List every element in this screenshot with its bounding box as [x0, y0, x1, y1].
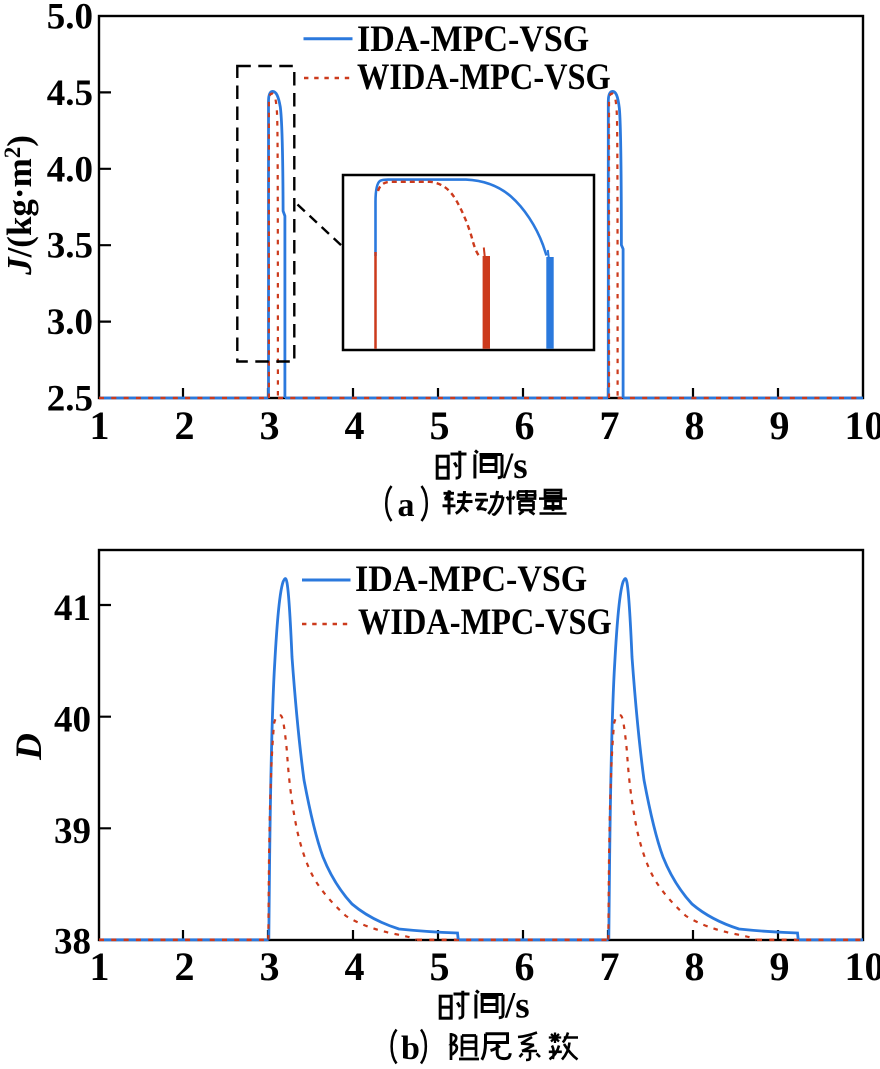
svg-text:3: 3	[260, 944, 280, 989]
svg-text:4.0: 4.0	[47, 149, 93, 190]
svg-text:5.0: 5.0	[47, 0, 93, 38]
svg-text:7: 7	[600, 403, 620, 448]
svg-text:b: b	[401, 1030, 420, 1067]
svg-text:1: 1	[90, 944, 110, 989]
svg-text:8: 8	[685, 403, 705, 448]
svg-text:a: a	[398, 487, 415, 524]
svg-text:9: 9	[770, 944, 790, 989]
svg-text:D: D	[9, 733, 50, 761]
svg-text:1: 1	[90, 403, 110, 448]
svg-text:WIDA-MPC-VSG: WIDA-MPC-VSG	[358, 601, 612, 643]
svg-text:3: 3	[260, 403, 280, 448]
svg-text:39: 39	[54, 811, 91, 852]
svg-text:5: 5	[430, 403, 450, 448]
svg-text:4: 4	[345, 944, 365, 989]
svg-text:4.5: 4.5	[47, 73, 93, 114]
svg-text:3.0: 3.0	[47, 302, 93, 343]
svg-text:/s: /s	[502, 446, 528, 487]
svg-text:6: 6	[515, 944, 535, 989]
svg-text:2: 2	[175, 944, 195, 989]
svg-text:10: 10	[845, 403, 880, 448]
svg-text:8: 8	[685, 944, 705, 989]
svg-text:/s: /s	[504, 986, 530, 1027]
svg-text:38: 38	[54, 922, 91, 963]
svg-text:2: 2	[175, 403, 195, 448]
svg-text:WIDA-MPC-VSG: WIDA-MPC-VSG	[357, 56, 611, 98]
svg-text:2.5: 2.5	[47, 379, 93, 420]
svg-text:9: 9	[770, 403, 790, 448]
svg-text:4: 4	[345, 403, 365, 448]
svg-text:10: 10	[845, 944, 880, 989]
svg-text:41: 41	[54, 588, 91, 629]
svg-text:40: 40	[54, 700, 91, 741]
svg-text:J/(kg·m2): J/(kg·m2)	[0, 135, 39, 276]
svg-text:6: 6	[515, 403, 535, 448]
svg-text:5: 5	[430, 944, 450, 989]
svg-text:3.5: 3.5	[47, 226, 93, 267]
svg-text:IDA-MPC-VSG: IDA-MPC-VSG	[357, 18, 589, 60]
svg-text:IDA-MPC-VSG: IDA-MPC-VSG	[355, 558, 587, 600]
svg-text:7: 7	[600, 944, 620, 989]
